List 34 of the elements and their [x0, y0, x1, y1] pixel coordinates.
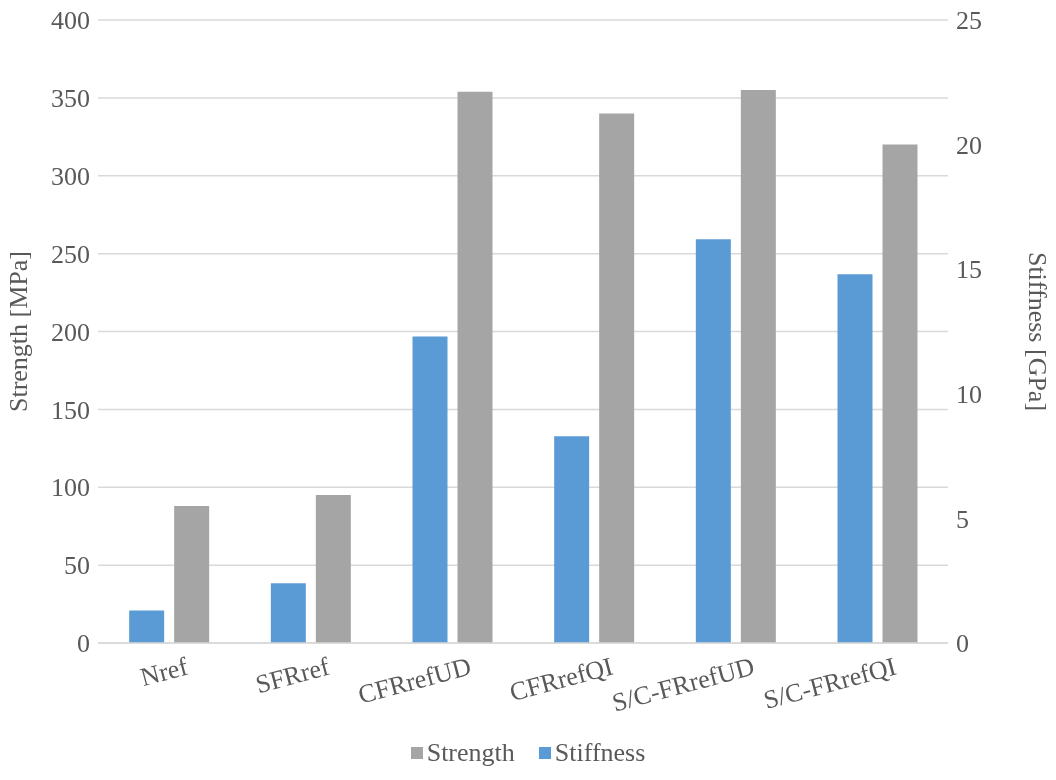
y-tick-label: 150	[51, 395, 90, 425]
y-tick-label: 400	[51, 6, 90, 36]
legend-label: Strength	[425, 738, 515, 768]
x-tick-label: CFRrefUD	[355, 651, 475, 710]
y2-axis-title: Stiffness [GPa]	[1022, 251, 1052, 412]
y-tick-label: 250	[51, 239, 90, 269]
y2-tick-label: 0	[956, 629, 969, 659]
bar	[882, 144, 918, 643]
y-tick-label: 0	[77, 629, 90, 659]
bar	[695, 239, 731, 643]
x-tick-label: SFRref	[252, 651, 333, 700]
y2-tick-label: 20	[956, 130, 982, 160]
bar	[740, 90, 776, 643]
bar	[412, 336, 448, 643]
y-tick-label: 300	[51, 161, 90, 191]
bar	[270, 583, 306, 643]
bar	[174, 505, 210, 643]
bar	[599, 113, 635, 643]
y-tick-label: 350	[51, 84, 90, 114]
bar	[457, 91, 493, 643]
y2-tick-label: 10	[956, 380, 982, 410]
bar	[129, 610, 165, 643]
y-tick-label: 50	[64, 551, 90, 581]
legend-label: Stiffness	[553, 738, 646, 768]
bar	[554, 436, 590, 643]
y-axis-title: Strength [MPa]	[4, 250, 34, 413]
y-tick-label: 100	[51, 473, 90, 503]
bar	[315, 495, 351, 643]
bar	[837, 274, 873, 643]
y2-tick-label: 25	[956, 6, 982, 36]
x-tick-label: Nref	[137, 651, 192, 693]
y-tick-label: 200	[51, 317, 90, 347]
y2-tick-label: 5	[956, 504, 969, 534]
y2-tick-label: 15	[956, 255, 982, 285]
